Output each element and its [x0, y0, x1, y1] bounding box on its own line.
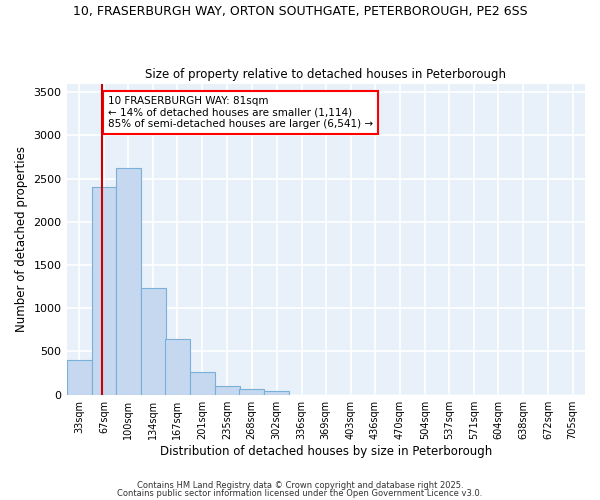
Bar — [165, 340, 190, 394]
Bar — [215, 386, 240, 394]
Bar — [67, 360, 92, 394]
X-axis label: Distribution of detached houses by size in Peterborough: Distribution of detached houses by size … — [160, 444, 492, 458]
Bar — [190, 372, 215, 394]
Bar — [141, 288, 166, 395]
Title: Size of property relative to detached houses in Peterborough: Size of property relative to detached ho… — [145, 68, 506, 81]
Text: 10 FRASERBURGH WAY: 81sqm
← 14% of detached houses are smaller (1,114)
85% of se: 10 FRASERBURGH WAY: 81sqm ← 14% of detac… — [108, 96, 373, 129]
Bar — [264, 391, 289, 394]
Bar — [116, 168, 141, 394]
Bar — [239, 389, 264, 394]
Bar — [92, 188, 116, 394]
Text: Contains public sector information licensed under the Open Government Licence v3: Contains public sector information licen… — [118, 488, 482, 498]
Text: Contains HM Land Registry data © Crown copyright and database right 2025.: Contains HM Land Registry data © Crown c… — [137, 481, 463, 490]
Text: 10, FRASERBURGH WAY, ORTON SOUTHGATE, PETERBOROUGH, PE2 6SS: 10, FRASERBURGH WAY, ORTON SOUTHGATE, PE… — [73, 5, 527, 18]
Y-axis label: Number of detached properties: Number of detached properties — [15, 146, 28, 332]
